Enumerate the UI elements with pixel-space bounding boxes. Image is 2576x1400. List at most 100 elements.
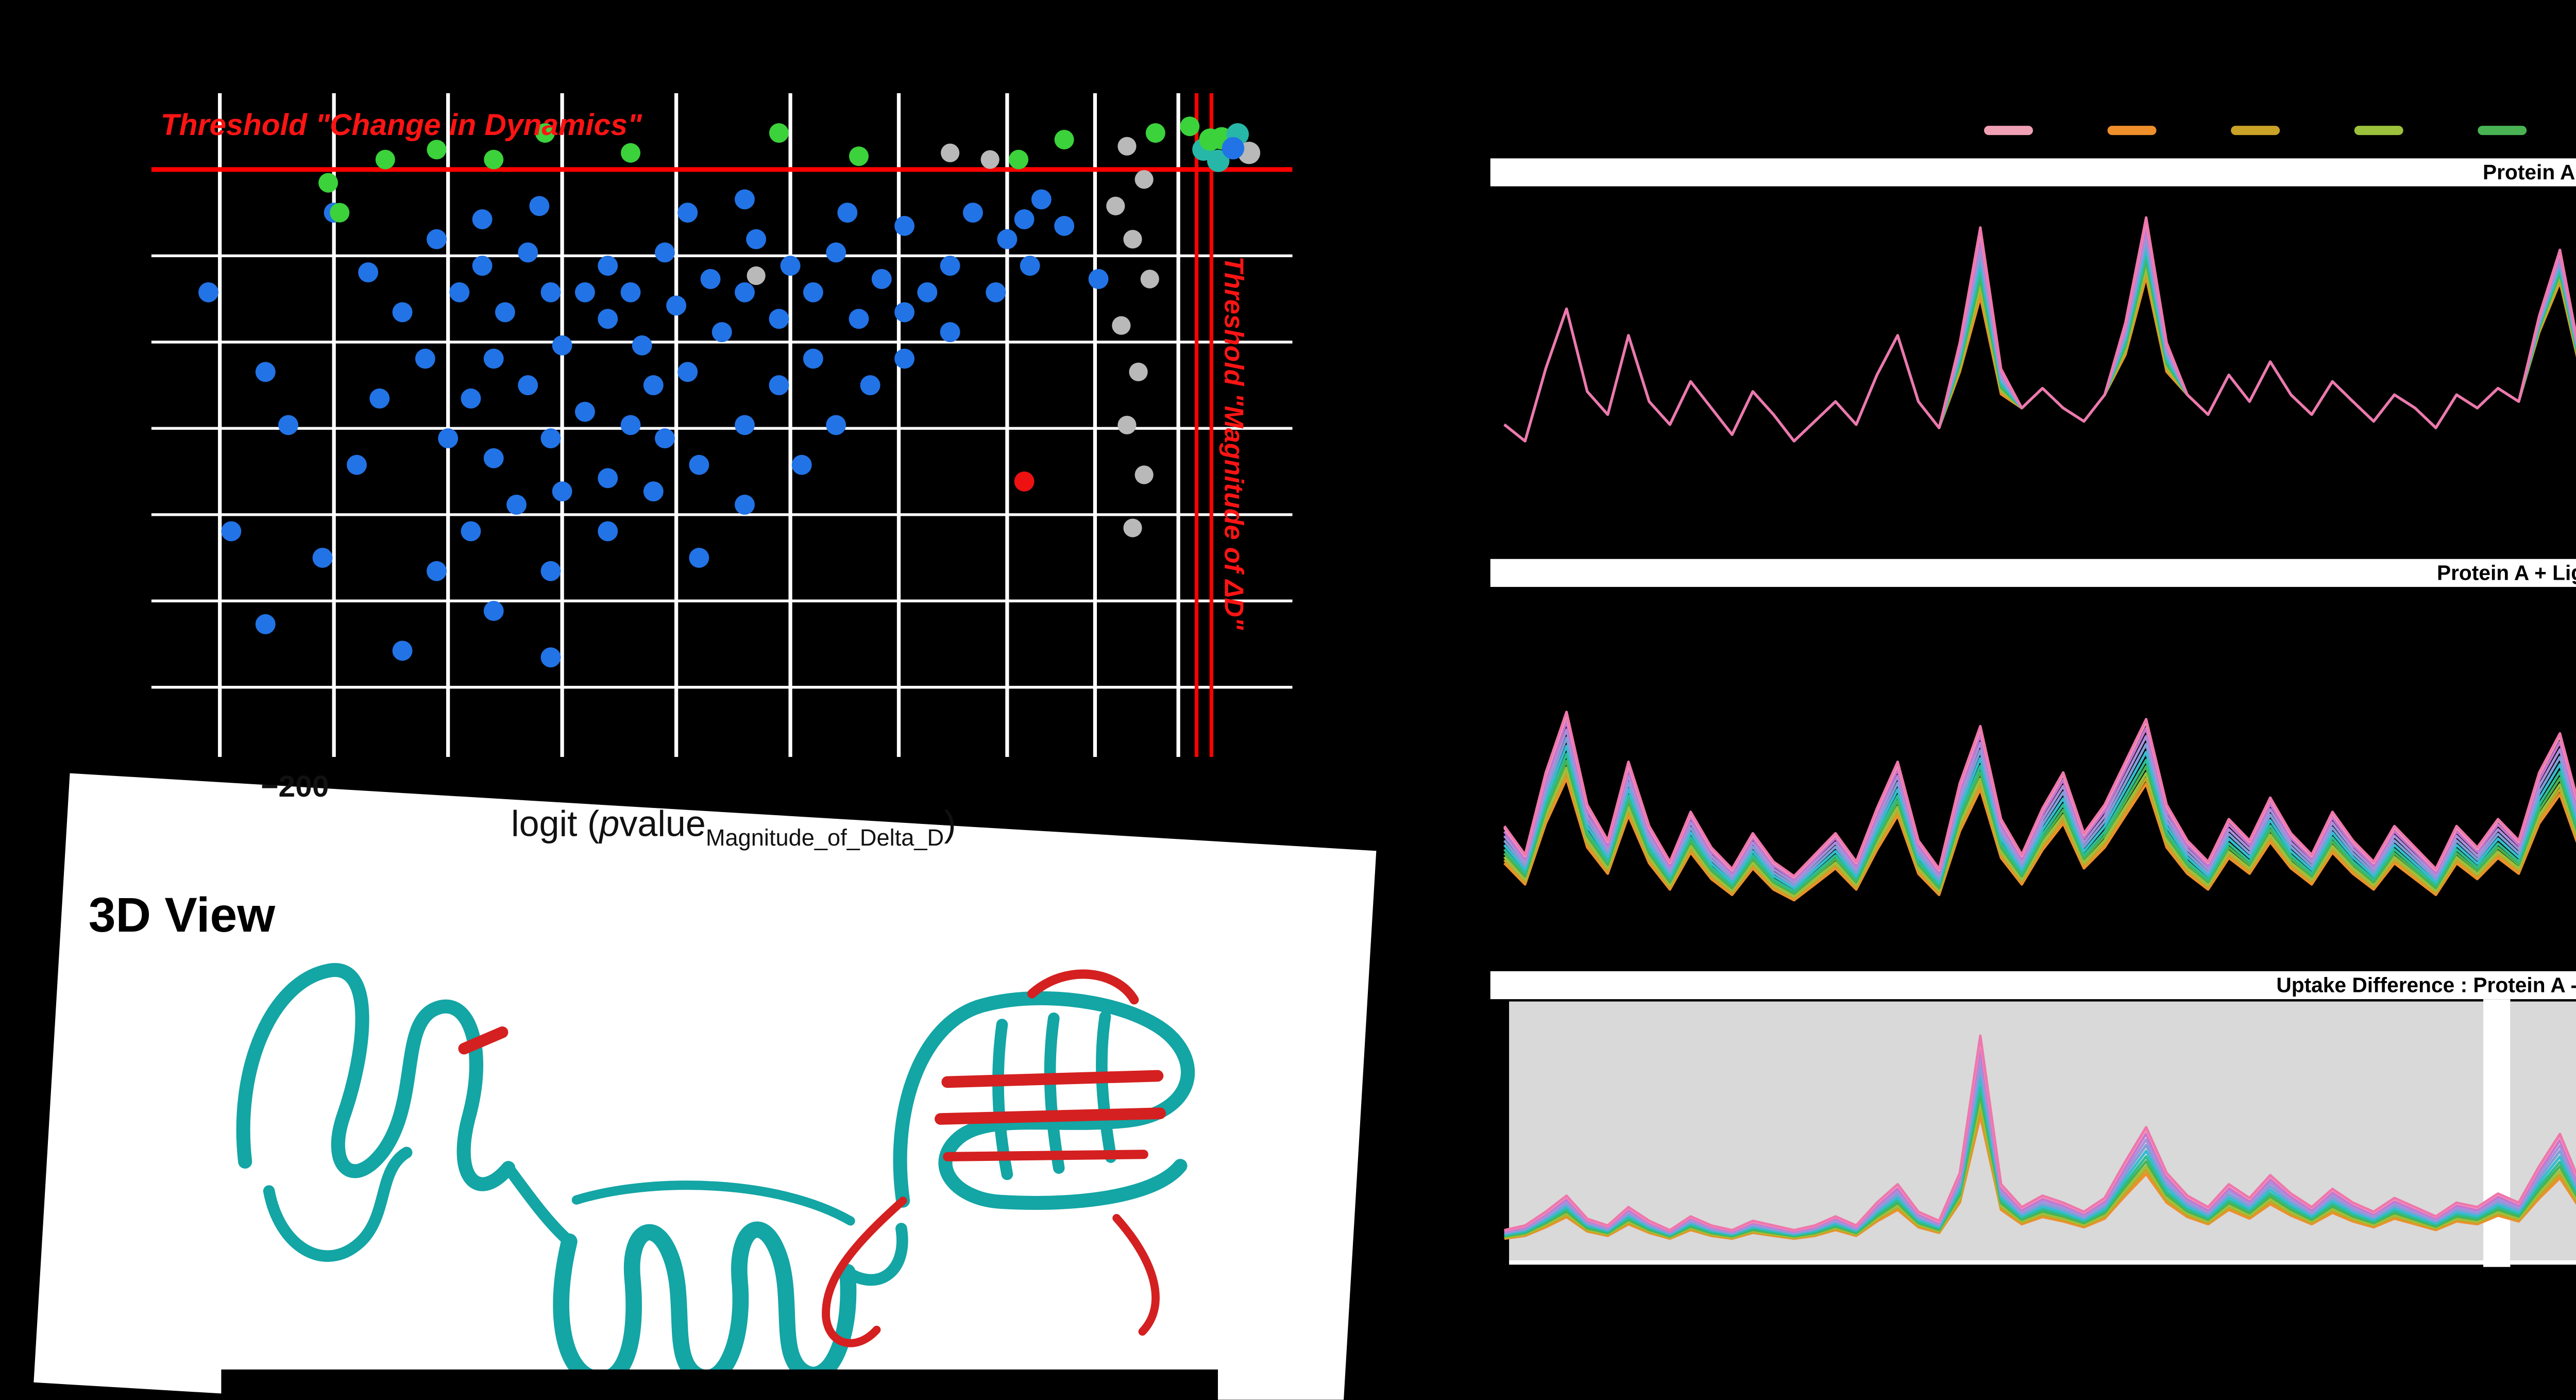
scatter-point[interactable] (1014, 209, 1035, 229)
scatter-point[interactable] (574, 401, 595, 422)
legend-timepoint-swatch[interactable] (2354, 126, 2403, 136)
scatter-point[interactable] (1014, 471, 1035, 492)
scatter-point[interactable] (621, 143, 640, 163)
scatter-point[interactable] (529, 196, 550, 216)
scatter-point[interactable] (791, 454, 812, 475)
uptake-chart-protein-a-ligand[interactable] (1490, 587, 2576, 983)
scatter-point[interactable] (849, 309, 869, 329)
scatter-point[interactable] (392, 302, 413, 323)
scatter-point[interactable] (871, 269, 892, 289)
scatter-point[interactable] (632, 335, 652, 356)
scatter-point[interactable] (837, 203, 858, 223)
scatter-point[interactable] (677, 203, 698, 223)
scatter-point[interactable] (598, 468, 618, 488)
scatter-point[interactable] (980, 150, 999, 169)
scatter-point[interactable] (358, 262, 379, 283)
scatter-point[interactable] (375, 149, 395, 170)
scatter-point[interactable] (1106, 196, 1125, 215)
scatter-point[interactable] (769, 375, 789, 396)
scatter-point[interactable] (1117, 137, 1137, 156)
scatter-point[interactable] (1123, 518, 1142, 537)
uptake-difference-chart[interactable] (1490, 999, 2576, 1267)
legend-timepoint-swatch[interactable] (2107, 126, 2157, 136)
scatter-point[interactable] (483, 348, 504, 369)
scatter-point[interactable] (472, 209, 493, 229)
scatter-point[interactable] (1009, 149, 1029, 170)
scatter-point[interactable] (438, 428, 459, 449)
scatter-point[interactable] (1199, 128, 1222, 151)
scatter-point[interactable] (986, 282, 1006, 302)
scatter-point[interactable] (472, 256, 493, 276)
scatter-point[interactable] (552, 481, 572, 502)
scatter-point[interactable] (620, 282, 641, 302)
scatter-point[interactable] (330, 203, 350, 223)
scatter-point[interactable] (747, 266, 766, 285)
scatter-point[interactable] (849, 146, 869, 166)
uptake-chart-protein-a[interactable] (1490, 187, 2576, 554)
scatter-point[interactable] (484, 149, 504, 170)
scatter-point[interactable] (1088, 269, 1109, 289)
scatter-point[interactable] (495, 302, 515, 323)
legend-timepoint-swatch[interactable] (2231, 126, 2280, 136)
scatter-point[interactable] (574, 282, 595, 302)
scatter-point[interactable] (278, 415, 299, 435)
scatter-point[interactable] (1123, 230, 1142, 249)
scatter-point[interactable] (1134, 170, 1154, 189)
scatter-point[interactable] (540, 561, 561, 581)
scatter-point[interactable] (894, 216, 915, 236)
scatter-point[interactable] (769, 123, 789, 143)
scatter-point[interactable] (255, 614, 276, 634)
scatter-point[interactable] (735, 415, 755, 435)
volcano-canvas[interactable] (151, 93, 1293, 757)
scatter-point[interactable] (826, 242, 846, 263)
scatter-point[interactable] (427, 140, 447, 160)
scatter-point[interactable] (415, 348, 435, 369)
scatter-point[interactable] (860, 375, 880, 396)
scatter-point[interactable] (1222, 137, 1245, 160)
scatter-point[interactable] (917, 282, 938, 302)
scatter-point[interactable] (963, 203, 983, 223)
scatter-point[interactable] (940, 256, 960, 276)
legend-timepoint-swatch[interactable] (2478, 126, 2527, 136)
scatter-point[interactable] (997, 229, 1018, 249)
scatter-point[interactable] (826, 415, 846, 435)
scatter-point[interactable] (506, 495, 527, 515)
volcano-plot[interactable]: Threshold "Change in Dynamics" Threshold… (151, 93, 1293, 757)
scatter-point[interactable] (598, 521, 618, 542)
scatter-point[interactable] (689, 454, 709, 475)
scatter-point[interactable] (1140, 269, 1159, 289)
scatter-point[interactable] (689, 548, 709, 568)
scatter-point[interactable] (803, 348, 823, 369)
scatter-point[interactable] (643, 481, 664, 502)
scatter-point[interactable] (1112, 316, 1131, 335)
scatter-point[interactable] (483, 448, 504, 468)
scatter-point[interactable] (221, 521, 242, 542)
scatter-point[interactable] (1054, 129, 1074, 149)
scatter-point[interactable] (780, 256, 801, 276)
scatter-point[interactable] (894, 348, 915, 369)
scatter-point[interactable] (735, 282, 755, 302)
scatter-point[interactable] (941, 143, 960, 162)
scatter-point[interactable] (540, 282, 561, 302)
scatter-point[interactable] (711, 322, 732, 342)
scatter-point[interactable] (535, 123, 555, 143)
scatter-point[interactable] (255, 362, 276, 382)
scatter-point[interactable] (427, 229, 447, 249)
scatter-point[interactable] (620, 415, 641, 435)
scatter-point[interactable] (540, 647, 561, 668)
scatter-point[interactable] (1054, 216, 1075, 236)
scatter-point[interactable] (347, 454, 367, 475)
scatter-point[interactable] (677, 362, 698, 382)
scatter-point[interactable] (1020, 256, 1040, 276)
scatter-point[interactable] (598, 309, 618, 329)
scatter-point[interactable] (449, 282, 470, 302)
scatter-point[interactable] (540, 428, 561, 449)
scatter-point[interactable] (461, 388, 481, 409)
scatter-point[interactable] (427, 561, 447, 581)
scatter-point[interactable] (518, 375, 538, 396)
scatter-point[interactable] (735, 495, 755, 515)
viewer-3d-panel[interactable] (33, 773, 1377, 1400)
scatter-point[interactable] (598, 256, 618, 276)
scatter-point[interactable] (369, 388, 390, 409)
legend-timepoint-swatch[interactable] (1984, 126, 2033, 136)
